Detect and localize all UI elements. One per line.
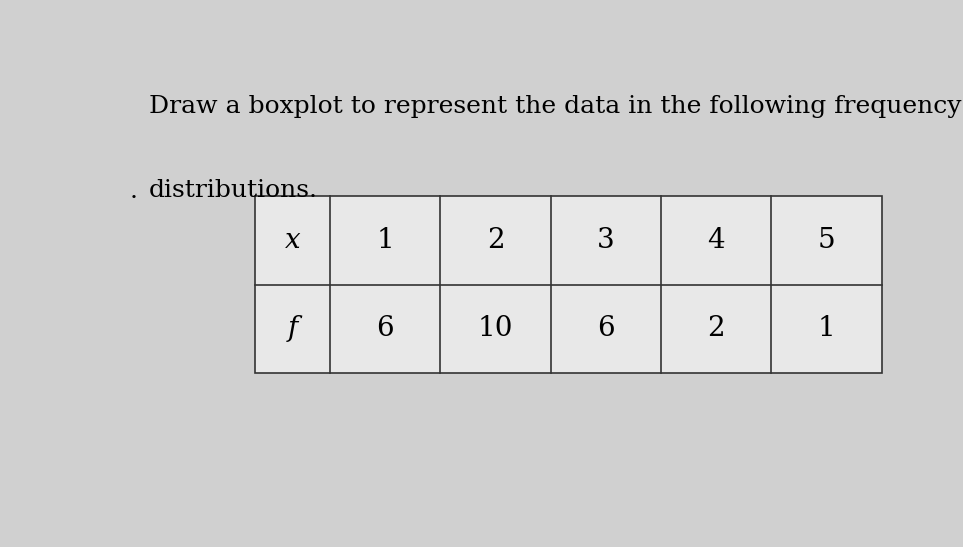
Text: 4: 4 xyxy=(707,227,725,254)
Text: x: x xyxy=(284,227,300,254)
Bar xyxy=(254,196,882,373)
Text: 6: 6 xyxy=(377,316,394,342)
Text: distributions.: distributions. xyxy=(148,179,318,202)
Text: 2: 2 xyxy=(486,227,505,254)
Text: 2: 2 xyxy=(707,316,725,342)
Text: 10: 10 xyxy=(478,316,513,342)
Text: f: f xyxy=(287,316,298,342)
Text: 1: 1 xyxy=(377,227,394,254)
Text: 1: 1 xyxy=(818,316,835,342)
Text: Draw a boxplot to represent the data in the following frequency: Draw a boxplot to represent the data in … xyxy=(148,95,961,118)
Text: 3: 3 xyxy=(597,227,614,254)
Text: .: . xyxy=(129,181,138,203)
Text: 6: 6 xyxy=(597,316,614,342)
Text: 5: 5 xyxy=(818,227,835,254)
